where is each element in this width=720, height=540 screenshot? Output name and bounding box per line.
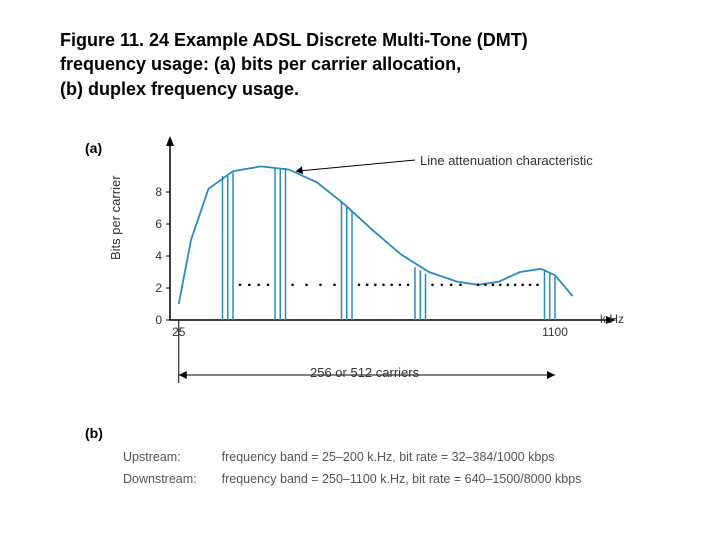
b-row: Upstream:frequency band = 25–200 k.Hz, b… <box>122 447 603 467</box>
panel-b-table: Upstream:frequency band = 25–200 k.Hz, b… <box>120 445 605 491</box>
b-direction: Downstream: <box>122 469 219 489</box>
panel-a-label: (a) <box>85 140 102 156</box>
y-axis-label: Bits per carrier <box>108 175 123 260</box>
svg-text:2: 2 <box>155 281 162 295</box>
curve-annotation: Line attenuation characteristic <box>420 153 593 168</box>
b-band: frequency band = 25–200 k.Hz, bit rate =… <box>221 447 604 467</box>
title-line-1: Figure 11. 24 Example ADSL Discrete Mult… <box>60 30 528 50</box>
b-row: Downstream:frequency band = 250–1100 k.H… <box>122 469 603 489</box>
chart-a: 02468251100 <box>130 130 630 390</box>
svg-text:1100: 1100 <box>542 325 568 339</box>
b-band: frequency band = 250–1100 k.Hz, bit rate… <box>221 469 604 489</box>
svg-text:0: 0 <box>155 313 162 327</box>
svg-text:6: 6 <box>155 217 162 231</box>
panel-b-label: (b) <box>85 425 103 441</box>
carriers-label: 256 or 512 carriers <box>310 365 419 380</box>
title-line-3: (b) duplex frequency usage. <box>60 79 299 99</box>
svg-text:8: 8 <box>155 185 162 199</box>
b-direction: Upstream: <box>122 447 219 467</box>
x-axis-unit: k.Hz <box>600 312 624 326</box>
svg-text:4: 4 <box>155 249 162 263</box>
figure-title: Figure 11. 24 Example ADSL Discrete Mult… <box>60 28 670 101</box>
title-line-2: frequency usage: (a) bits per carrier al… <box>60 54 461 74</box>
